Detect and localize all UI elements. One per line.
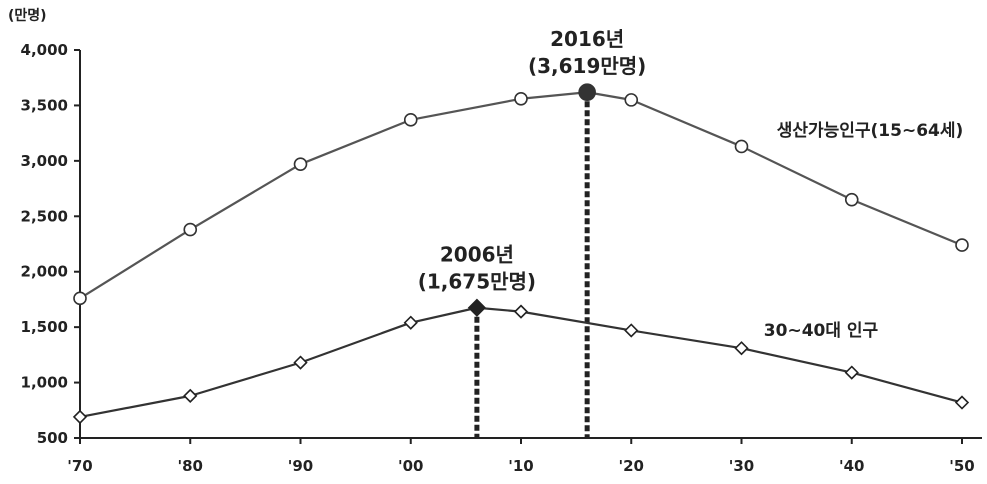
- series-label-working-age: 생산가능인구(15~64세): [777, 121, 964, 141]
- y-tick-label: 2,000: [21, 263, 68, 281]
- y-tick-label: 3,000: [21, 152, 68, 170]
- data-point: [293, 355, 308, 370]
- data-point: [183, 222, 198, 237]
- data-point: [513, 304, 529, 319]
- data-point: [955, 238, 969, 252]
- data-point: [624, 93, 639, 107]
- data-point: [844, 192, 859, 207]
- data-point: [734, 139, 749, 154]
- data-point: [844, 365, 859, 380]
- series-lines: [79, 91, 963, 419]
- series-line-2: [79, 306, 963, 419]
- series-line-1: [79, 91, 963, 300]
- series-markers: [72, 83, 970, 425]
- x-tick-label: '90: [288, 457, 313, 475]
- data-point: [72, 409, 88, 425]
- data-point: [403, 113, 418, 127]
- y-tick-label: 3,500: [21, 96, 68, 114]
- data-point: [578, 83, 596, 102]
- data-point: [293, 157, 308, 171]
- peak-annotation-year: 2016년: [550, 27, 624, 51]
- peak-annotation-value: (3,619만명): [528, 54, 646, 78]
- data-point: [467, 298, 487, 317]
- peak-annotation-value: (1,675만명): [418, 270, 536, 294]
- data-point: [403, 315, 418, 330]
- x-tick-label: '50: [949, 457, 974, 475]
- data-point: [624, 323, 639, 338]
- y-unit-label: (만명): [8, 7, 47, 24]
- x-tick-label: '10: [508, 457, 533, 475]
- chart-axes: [74, 49, 982, 444]
- y-tick-label: 1,500: [21, 318, 68, 336]
- x-tick-label: '20: [619, 457, 644, 475]
- y-tick-label: 500: [37, 429, 68, 447]
- data-point: [954, 395, 970, 410]
- data-point: [734, 341, 749, 356]
- y-tick-label: 1,000: [21, 374, 68, 392]
- data-point: [514, 91, 528, 106]
- x-tick-label: '40: [839, 457, 864, 475]
- data-point: [183, 388, 198, 404]
- peak-guide-lines: [474, 92, 590, 438]
- data-point: [73, 291, 87, 306]
- y-tick-label: 2,500: [21, 207, 68, 225]
- x-tick-label: '30: [729, 457, 754, 475]
- y-tick-label: 4,000: [21, 41, 68, 59]
- x-tick-label: '70: [67, 457, 92, 475]
- peak-annotation-year: 2006년: [440, 243, 514, 267]
- x-tick-label: '80: [178, 457, 203, 475]
- chart-text-labels: (만명) 500 1,000 1,500 2,000 2,500 3,000 3,500 4,0…: [8, 7, 975, 475]
- series-label-30-40s: 30~40대 인구: [764, 321, 879, 341]
- x-tick-label: '00: [398, 457, 423, 475]
